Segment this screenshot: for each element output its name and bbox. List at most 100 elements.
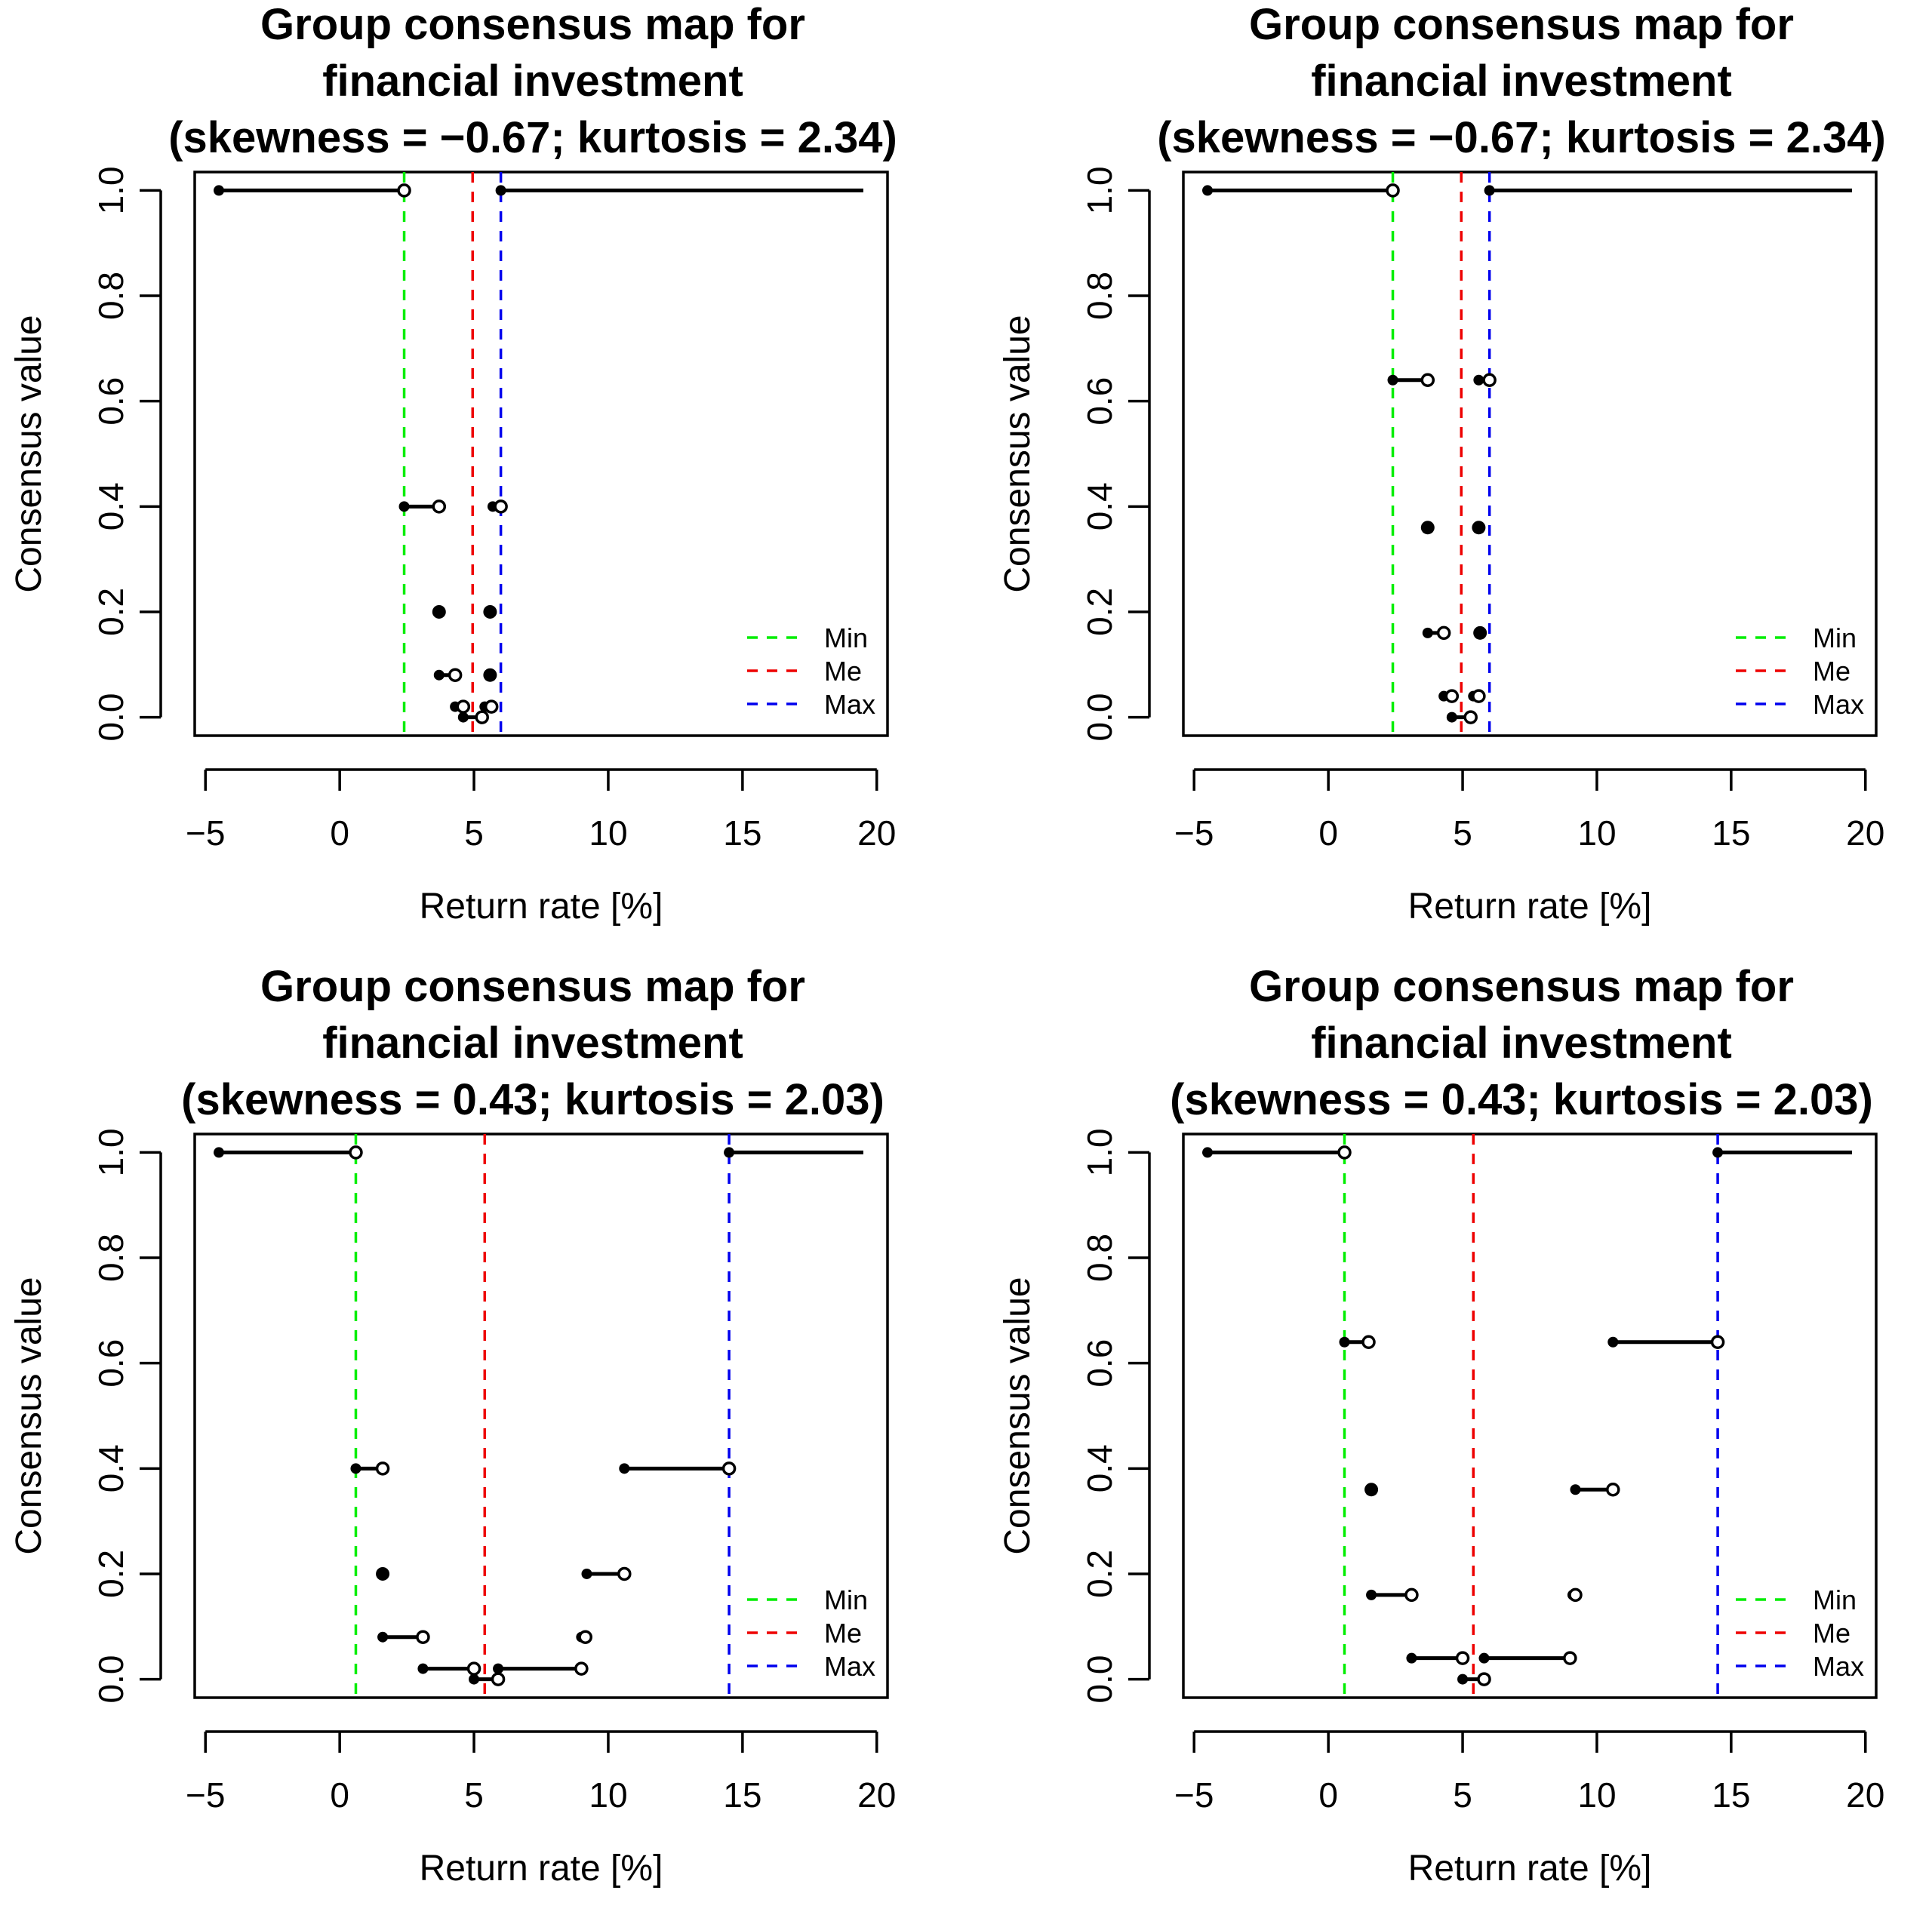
consensus-point — [1420, 521, 1435, 535]
plot-frame — [193, 1133, 889, 1699]
segment-end-point — [578, 1630, 592, 1644]
legend-label-me: Me — [1813, 1618, 1850, 1649]
x-tick-label: 5 — [1453, 813, 1472, 853]
plot-frame — [193, 171, 889, 737]
segment-end-point — [574, 1661, 589, 1676]
segment-start-point — [493, 1663, 504, 1674]
segment-end-point — [721, 1461, 737, 1476]
segment-start-point — [1712, 1147, 1724, 1158]
segment-end-point — [456, 699, 471, 714]
segment-start-point — [1202, 1147, 1214, 1158]
x-tick-label: 15 — [723, 1775, 761, 1815]
y-tick-label: 0.8 — [91, 272, 131, 320]
x-tick-label: 10 — [589, 813, 627, 853]
x-tick-label: 20 — [857, 1775, 896, 1815]
segment-start-point — [1387, 374, 1398, 386]
chart-title-line-2: financial investment — [1311, 57, 1732, 106]
y-axis-label: Consensus value — [9, 315, 49, 592]
segment-end-point — [1606, 1482, 1620, 1497]
segment-start-point — [1484, 185, 1495, 196]
x-axis-label: Return rate [%] — [1408, 1849, 1652, 1889]
x-tick-label: 0 — [330, 1775, 349, 1815]
legend-label-min: Min — [824, 622, 868, 653]
x-tick-label: 15 — [1712, 1775, 1750, 1815]
chart-title-line-1: Group consensus map for — [1249, 0, 1794, 49]
segment-end-point — [432, 499, 447, 514]
segment-end-point — [491, 1672, 506, 1686]
segment-start-point — [1457, 1674, 1469, 1685]
chart-title-line-2: financial investment — [322, 57, 743, 106]
legend-label-max: Max — [1813, 1651, 1864, 1682]
segment-start-point — [433, 669, 445, 681]
x-tick-label: 5 — [464, 1775, 484, 1815]
consensus-point — [1364, 1483, 1379, 1497]
segment-end-point — [1477, 1672, 1491, 1686]
segment-end-point — [617, 1566, 632, 1581]
segment-start-point — [398, 501, 410, 512]
segment-start-point — [214, 185, 225, 196]
segment-start-point — [417, 1663, 429, 1674]
chart-title-line-1: Group consensus map for — [260, 0, 805, 49]
segment-end-point — [1455, 1651, 1470, 1665]
x-tick-label: −5 — [186, 813, 225, 853]
x-tick-label: 0 — [330, 813, 349, 853]
x-tick-label: 20 — [1846, 813, 1884, 853]
segment-start-point — [469, 1674, 480, 1685]
segment-start-point — [1422, 627, 1433, 638]
x-tick-label: 10 — [1577, 813, 1616, 853]
segment-end-point — [466, 1661, 481, 1676]
y-tick-label: 0.6 — [1080, 377, 1119, 426]
y-axis-label: Consensus value — [998, 315, 1038, 592]
segment-start-point — [495, 185, 506, 196]
x-tick-label: −5 — [1174, 813, 1214, 853]
y-tick-label: 0.4 — [91, 482, 131, 530]
segment-start-point — [350, 1463, 361, 1474]
x-tick-label: 5 — [1453, 1775, 1472, 1815]
segment-start-point — [724, 1147, 735, 1158]
y-tick-label: 0.0 — [1080, 1655, 1119, 1704]
plot-frame — [1182, 171, 1878, 737]
segment-end-point — [1420, 373, 1435, 388]
chart-title-line-3: (skewness = −0.67; kurtosis = 2.34) — [1157, 113, 1886, 162]
y-tick-label: 0.0 — [1080, 693, 1119, 742]
segment-start-point — [619, 1463, 630, 1474]
x-tick-label: −5 — [186, 1775, 225, 1815]
segment-end-point — [448, 668, 463, 682]
segment-end-point — [1404, 1587, 1419, 1603]
x-tick-label: 15 — [723, 813, 761, 853]
segment-start-point — [1366, 1589, 1377, 1600]
segment-end-point — [416, 1630, 430, 1644]
segment-start-point — [1478, 1652, 1490, 1664]
chart-title-line-2: financial investment — [1311, 1019, 1732, 1068]
segment-end-point — [1386, 183, 1400, 198]
plot-frame — [1182, 1133, 1878, 1699]
chart-panel-4: Group consensus map for financial investm… — [998, 962, 1884, 1889]
segment-start-point — [1202, 185, 1214, 196]
consensus-point — [376, 1566, 390, 1581]
segment-end-point — [1436, 625, 1451, 641]
x-tick-label: 20 — [857, 813, 896, 853]
chart-panel-1: Group consensus map for financial investm… — [9, 0, 897, 927]
chart-title-line-3: (skewness = −0.67; kurtosis = 2.34) — [168, 113, 897, 162]
segment-end-point — [1337, 1145, 1352, 1160]
segment-end-point — [484, 699, 499, 714]
y-tick-label: 0.2 — [91, 1550, 131, 1598]
legend-label-me: Me — [824, 656, 862, 687]
consensus-point — [483, 604, 497, 619]
segment-end-point — [1482, 373, 1497, 388]
y-tick-label: 0.4 — [1080, 1444, 1119, 1492]
x-tick-label: 20 — [1846, 1775, 1884, 1815]
segment-end-point — [1563, 1651, 1577, 1665]
segment-end-point — [1710, 1335, 1725, 1350]
segment-start-point — [1570, 1484, 1581, 1495]
y-tick-label: 0.4 — [1080, 482, 1119, 530]
consensus-point — [1472, 521, 1486, 535]
y-axis-label: Consensus value — [9, 1277, 49, 1554]
segment-start-point — [581, 1568, 592, 1579]
y-tick-label: 1.0 — [91, 1128, 131, 1176]
segment-start-point — [457, 712, 469, 723]
y-tick-label: 0.2 — [91, 588, 131, 636]
x-tick-label: 0 — [1318, 813, 1338, 853]
segment-end-point — [1568, 1587, 1583, 1603]
